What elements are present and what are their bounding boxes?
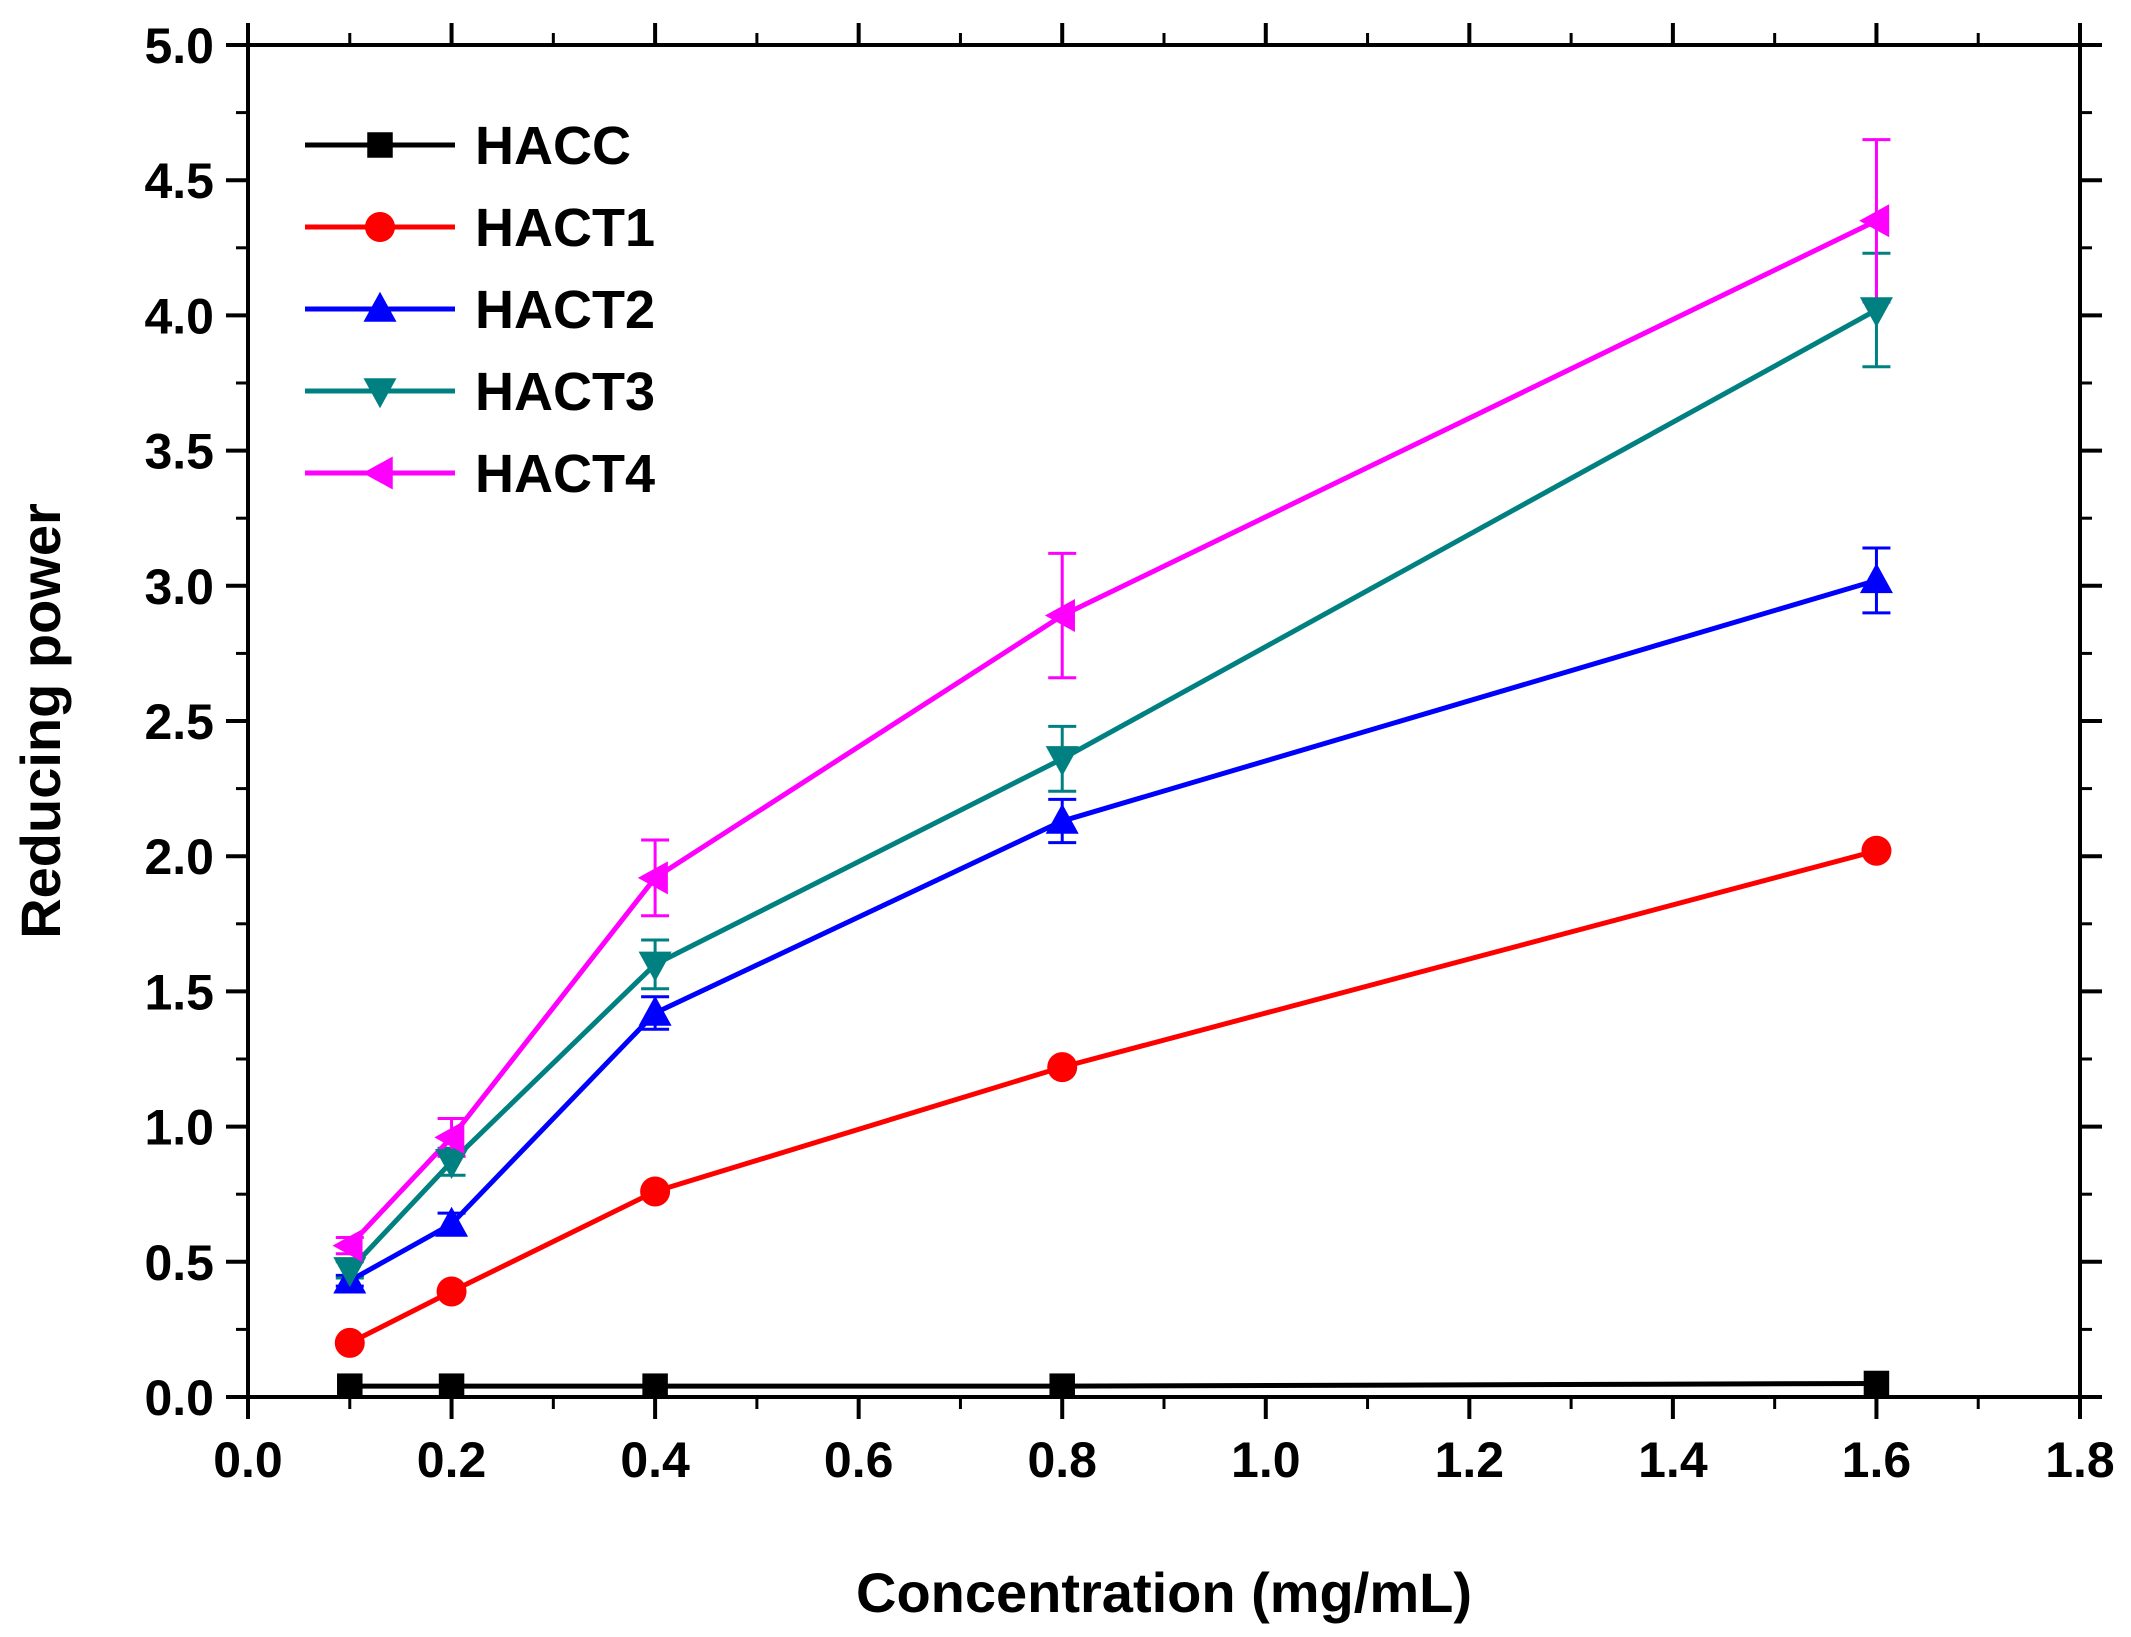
y-tick-label: 2.5 (144, 694, 214, 750)
x-axis-title: Concentration (mg/mL) (856, 1561, 1472, 1624)
data-point-hact4 (637, 861, 668, 895)
data-point-hact2 (1045, 803, 1079, 834)
x-tick-label: 1.6 (1842, 1432, 1912, 1488)
data-point-hact2 (435, 1206, 469, 1237)
legend-marker (367, 132, 393, 158)
data-point-hact1 (1861, 835, 1892, 866)
data-point-hact4 (332, 1229, 363, 1263)
series-markers (332, 204, 1893, 1399)
legend-label: HACT4 (475, 444, 655, 504)
legend-marker (362, 456, 393, 490)
data-point-hacc (1863, 1370, 1890, 1397)
legend-item-hact2: HACT2 (305, 280, 655, 340)
y-axis-title: Reducing power (9, 503, 72, 939)
x-tick-label: 0.2 (417, 1432, 487, 1488)
x-tick-label: 0.0 (213, 1432, 283, 1488)
data-point-hact1 (640, 1176, 671, 1207)
legend-label: HACC (475, 116, 631, 176)
legend-label: HACT1 (475, 198, 655, 258)
axis-tick-labels: 0.0 0.2 0.4 0.6 0.8 1.0 1.2 1.4 1.6 1.8 0.0 0.5 1.0 1… (144, 18, 2114, 1488)
legend-label: HACT2 (475, 280, 655, 340)
data-point-hact3 (1859, 297, 1893, 328)
y-tick-label: 0.0 (144, 1370, 214, 1426)
data-point-hact4 (1859, 204, 1890, 238)
data-point-hact1 (1047, 1052, 1078, 1083)
legend-item-hact1: HACT1 (305, 198, 655, 258)
legend-item-hacc: HACC (305, 116, 631, 176)
x-tick-label: 1.2 (1435, 1432, 1505, 1488)
data-point-hacc (642, 1373, 668, 1399)
legend-item-hact3: HACT3 (305, 362, 655, 422)
x-tick-label: 0.6 (824, 1432, 894, 1488)
y-tick-label: 5.0 (144, 18, 214, 74)
y-tick-label: 1.5 (144, 964, 214, 1020)
data-point-hact2 (1859, 563, 1893, 594)
x-tick-label: 0.4 (620, 1432, 690, 1488)
data-point-hact4 (1044, 599, 1075, 633)
data-point-hacc (438, 1373, 465, 1399)
data-point-hact3 (638, 951, 672, 982)
x-tick-label: 1.8 (2045, 1432, 2115, 1488)
y-tick-label: 3.0 (144, 559, 214, 615)
legend-marker (365, 212, 395, 242)
y-tick-label: 0.5 (144, 1235, 214, 1291)
data-point-hacc (337, 1373, 363, 1399)
legend-label: HACT3 (475, 362, 655, 422)
y-tick-label: 4.5 (144, 153, 214, 209)
data-point-hact3 (1045, 746, 1079, 777)
legend-marker (363, 378, 397, 409)
legend-marker (363, 291, 397, 322)
y-tick-label: 4.0 (144, 288, 214, 344)
x-tick-label: 1.0 (1231, 1432, 1301, 1488)
data-point-hact1 (436, 1276, 467, 1307)
data-point-hact2 (638, 995, 672, 1026)
legend-item-hact4: HACT4 (305, 444, 655, 504)
data-point-hact3 (333, 1257, 367, 1288)
y-tick-label: 3.5 (144, 424, 214, 480)
y-tick-label: 1.0 (144, 1100, 214, 1156)
plot-frame (246, 43, 2082, 1399)
x-tick-label: 0.8 (1027, 1432, 1097, 1488)
data-point-hact4 (434, 1120, 465, 1154)
data-point-hacc (1049, 1373, 1075, 1399)
data-point-hact3 (435, 1149, 469, 1180)
y-tick-label: 2.0 (144, 829, 214, 885)
series-line-hacc (349, 1380, 1877, 1389)
data-point-hact1 (334, 1327, 365, 1358)
x-tick-label: 1.4 (1638, 1432, 1708, 1488)
legend: HACC HACT1 HACT2 HACT3 HACT4 (305, 116, 655, 504)
